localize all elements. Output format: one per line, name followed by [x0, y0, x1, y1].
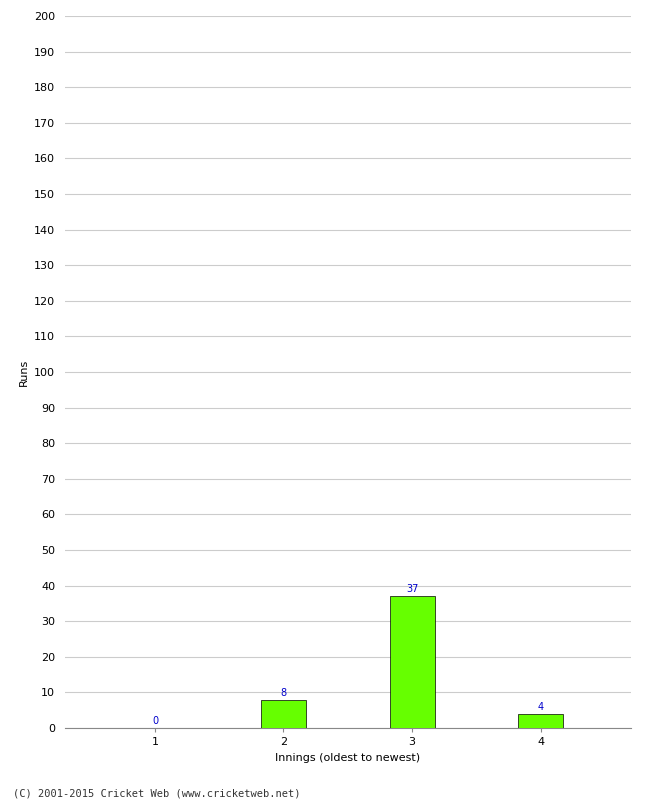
Text: 4: 4 — [538, 702, 543, 712]
X-axis label: Innings (oldest to newest): Innings (oldest to newest) — [275, 753, 421, 762]
Text: 0: 0 — [152, 716, 158, 726]
Text: (C) 2001-2015 Cricket Web (www.cricketweb.net): (C) 2001-2015 Cricket Web (www.cricketwe… — [13, 789, 300, 798]
Bar — [261, 699, 306, 728]
Text: 37: 37 — [406, 585, 418, 594]
Text: 8: 8 — [280, 688, 287, 698]
Bar — [518, 714, 563, 728]
Y-axis label: Runs: Runs — [19, 358, 29, 386]
Bar — [389, 596, 434, 728]
